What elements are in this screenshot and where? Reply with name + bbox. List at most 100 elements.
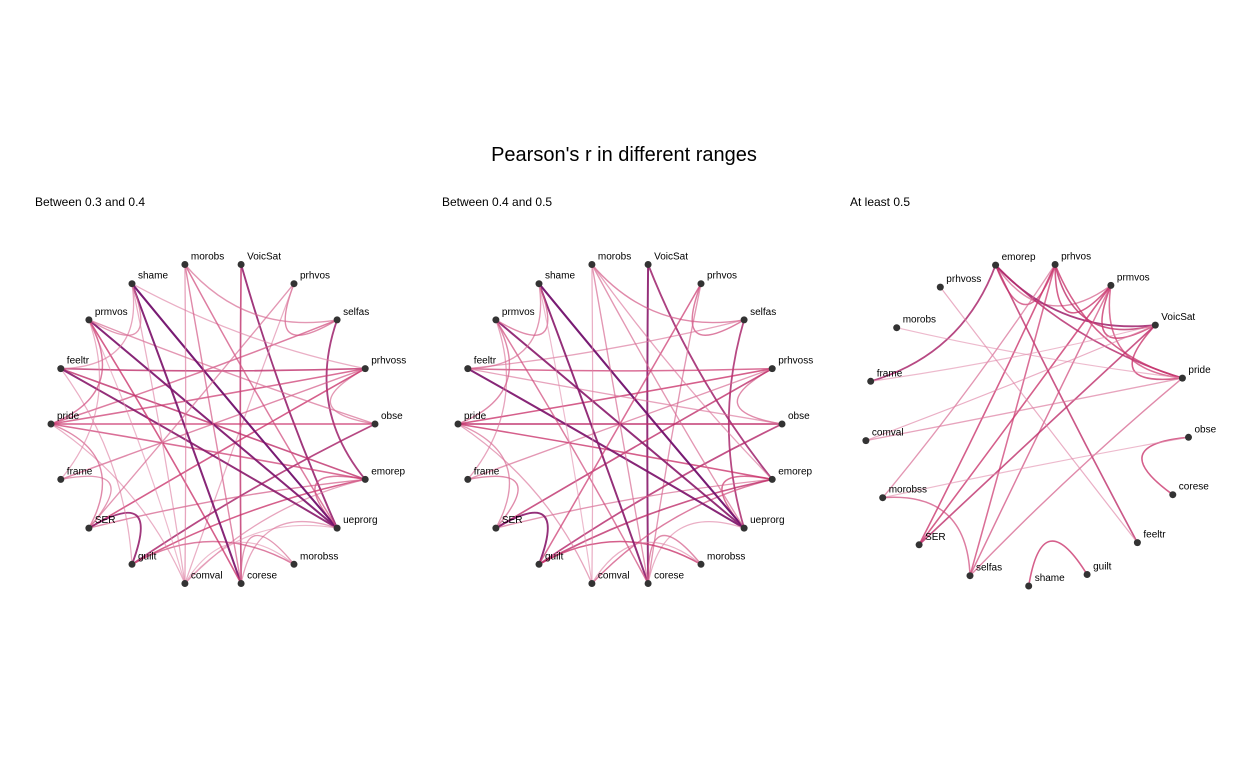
edge-SER-frame [467,475,519,529]
node-label-shame: shame [545,271,575,282]
edge-obse-morobss [882,436,1189,499]
network-panel-2: VoicSat prhvos selfas prhvoss obse emorep uepr… [454,252,813,587]
edge-VoicSat-SER [918,324,1156,546]
node-label-selfas: selfas [343,307,369,318]
edge-prhvos-selfas [969,264,1056,576]
page-title: Pearson's r in different ranges [491,144,757,166]
edge-emorep-feeltr [994,264,1139,543]
edge-ueprorg-morobs [591,264,745,529]
node-label-emorep: emorep [1002,252,1036,263]
node-label-guilt: guilt [138,551,157,562]
edge-guilt-shame [1027,540,1088,587]
node-prmvos [85,316,93,324]
node-morobs [893,324,901,332]
edge-ueprorg-shame [538,283,745,529]
edge-prhvos-prmvos [1054,264,1112,314]
edge-prhvoss-feeltr [60,367,366,372]
edge-prhvoss-obse [329,368,376,425]
node-guilt [128,560,136,568]
edge-prhvos-SER [88,283,295,529]
edge-comval-morobs [184,264,187,584]
edge-prhvoss-obse [736,367,783,425]
network-panel-1: VoicSat prhvos selfas prhvoss obse emorep uepr… [47,252,406,587]
node-label-VoicSat: VoicSat [247,252,281,263]
node-ueprorg [333,524,341,532]
edge-corese-prmvos [495,319,649,584]
edge-pride-prmvos [50,319,104,425]
node-label-shame: shame [1035,573,1065,584]
node-label-corese: corese [1179,482,1209,493]
node-label-comval: comval [598,571,630,582]
node-label-ueprorg: ueprorg [343,515,377,526]
node-shame [535,280,543,288]
node-SER [915,541,923,549]
node-obse [778,420,786,428]
edges [457,264,783,585]
node-label-selfas: selfas [750,307,776,318]
edge-morobs-pride [896,327,1183,379]
node-prhvoss [768,365,776,373]
node-label-VoicSat: VoicSat [654,252,688,263]
edge-VoicSat-emorep [647,264,773,480]
edge-obse-corese [1141,436,1189,496]
node-label-feeltr: feeltr [1143,530,1166,541]
node-label-pride: pride [1188,365,1211,376]
node-label-frame: frame [67,466,93,477]
edge-morobss-selfas [882,496,971,576]
edge-comval-morobs [591,264,594,584]
node-label-prhvos: prhvos [300,271,330,282]
edge-VoicSat-comval [865,324,1156,442]
node-prmvos [1107,281,1115,289]
node-prhvos [697,280,705,288]
edge-VoicSat-frame [870,324,1156,382]
node-label-obse: obse [1195,424,1217,435]
edge-emorep-comval [591,478,773,585]
edge-comval-pride [50,423,186,584]
node-obse [1185,433,1192,441]
node-label-frame: frame [877,368,903,379]
node-label-morobss: morobss [300,551,338,562]
node-pride [47,420,55,428]
edge-corese-prmvos [88,319,242,584]
node-prhvoss [361,365,369,373]
node-label-prmvos: prmvos [95,307,128,318]
node-prhvoss [936,283,944,291]
edge-prhvoss-shame [131,283,366,370]
node-label-comval: comval [872,428,904,439]
node-corese [1169,491,1177,499]
node-feeltr [57,365,65,373]
edge-emorep-guilt [131,478,366,566]
edge-ueprorg-morobs [184,264,338,529]
node-label-corese: corese [247,571,277,582]
node-label-prhvoss: prhvoss [946,274,981,285]
edge-prhvoss-feeltr [467,367,773,372]
node-comval [181,580,189,587]
node-guilt [1083,571,1091,578]
edge-shame-comval [131,283,186,584]
node-label-SER: SER [502,515,523,526]
edge-prhvoss-SER [495,367,773,529]
node-label-VoicSat: VoicSat [1161,312,1195,323]
edge-prhvos-guilt [538,283,702,565]
edge-frame-prmvos [60,319,101,480]
node-label-ueprorg: ueprorg [750,515,784,526]
edge-pride-comval [865,377,1183,442]
edge-emorep-pride [457,423,773,481]
node-label-pride: pride [464,411,487,422]
node-label-prmvos: prmvos [1117,272,1150,283]
edge-prmvos-selfas [969,285,1112,577]
node-shame [1025,582,1033,590]
node-emorep [992,261,1000,269]
edge-morobss-corese [240,534,295,584]
node-morobs [588,261,596,268]
node-morobss [879,494,887,502]
edges [50,264,376,584]
edge-ueprorg-shame [131,283,338,529]
edge-morobss-corese [647,534,702,584]
panel-subtitle-2: Between 0.4 and 0.5 [442,195,553,209]
edges [865,264,1189,587]
node-label-morobss: morobss [707,551,745,562]
node-SER [85,524,93,532]
node-morobs [181,261,189,268]
